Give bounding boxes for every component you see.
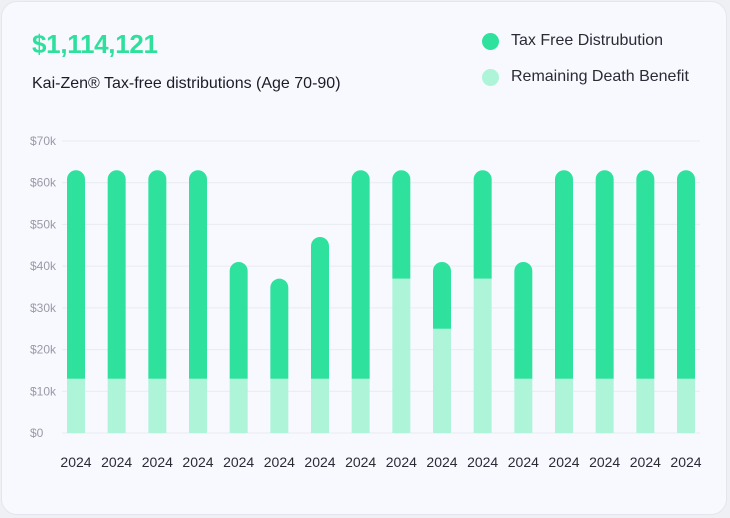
x-tick-label: 2024 <box>467 454 498 470</box>
legend-item-tax-free[interactable]: Tax Free Distrubution <box>482 31 689 51</box>
bar-tax-free[interactable] <box>433 261 451 329</box>
y-tick-label: $70k <box>30 134 57 148</box>
legend-dot-tax-free <box>482 32 499 50</box>
bar-death-benefit[interactable] <box>636 378 655 433</box>
bar-death-benefit[interactable] <box>351 378 370 433</box>
x-tick-label: 2024 <box>670 454 701 470</box>
x-tick-label: 2024 <box>589 454 620 470</box>
bar-tax-free[interactable] <box>473 170 492 279</box>
x-tick-label: 2024 <box>223 454 254 470</box>
bar-tax-free[interactable] <box>636 170 655 379</box>
y-tick-label: $50k <box>30 217 57 231</box>
x-tick-label: 2024 <box>101 454 132 470</box>
x-tick-label: 2024 <box>264 454 295 470</box>
bar-death-benefit[interactable] <box>473 278 492 433</box>
bar-death-benefit[interactable] <box>148 378 167 433</box>
bar-tax-free[interactable] <box>595 170 614 379</box>
x-tick-label: 2024 <box>508 454 539 470</box>
bar-death-benefit[interactable] <box>67 378 85 433</box>
x-tick-label: 2024 <box>304 454 335 470</box>
x-tick-label: 2024 <box>426 454 457 470</box>
total-amount: $1,114,121 <box>32 29 158 59</box>
y-tick-label: $20k <box>30 343 57 357</box>
legend: Tax Free Distrubution Remaining Death Be… <box>482 31 689 103</box>
chart-subtitle: Kai-Zen® Tax-free distributions (Age 70-… <box>32 75 341 92</box>
y-tick-label: $0 <box>30 426 44 440</box>
bar-tax-free[interactable] <box>351 170 370 379</box>
bar-death-benefit[interactable] <box>392 278 411 433</box>
y-tick-label: $60k <box>30 176 57 190</box>
bar-death-benefit[interactable] <box>189 378 207 433</box>
x-tick-label: 2024 <box>142 454 173 470</box>
x-tick-label: 2024 <box>60 454 91 470</box>
x-tick-label: 2024 <box>386 454 417 470</box>
x-tick-label: 2024 <box>548 454 579 470</box>
x-tick-label: 2024 <box>345 454 376 470</box>
x-tick-label: 2024 <box>182 454 213 470</box>
x-tick-label: 2024 <box>630 454 661 470</box>
bar-tax-free[interactable] <box>107 170 126 379</box>
bar-tax-free[interactable] <box>392 170 411 279</box>
bar-death-benefit[interactable] <box>270 378 289 433</box>
legend-dot-death-benefit <box>482 68 499 86</box>
bar-tax-free[interactable] <box>189 170 207 379</box>
bar-tax-free[interactable] <box>677 170 695 379</box>
bar-death-benefit[interactable] <box>595 378 614 433</box>
bar-tax-free[interactable] <box>270 278 289 379</box>
bar-tax-free[interactable] <box>148 170 167 379</box>
bar-death-benefit[interactable] <box>433 328 451 433</box>
bar-death-benefit[interactable] <box>107 378 126 433</box>
bar-tax-free[interactable] <box>229 261 248 379</box>
legend-label-tax-free: Tax Free Distrubution <box>511 32 664 49</box>
y-tick-label: $30k <box>30 301 57 315</box>
bar-death-benefit[interactable] <box>229 378 248 433</box>
y-tick-label: $40k <box>30 259 57 273</box>
bar-death-benefit[interactable] <box>677 378 695 433</box>
bar-death-benefit[interactable] <box>514 378 533 433</box>
legend-label-death-benefit: Remaining Death Benefit <box>511 68 689 85</box>
legend-item-death-benefit[interactable]: Remaining Death Benefit <box>482 67 689 87</box>
bar-tax-free[interactable] <box>67 170 85 379</box>
bar-death-benefit[interactable] <box>311 378 329 433</box>
y-tick-label: $10k <box>30 384 57 398</box>
bar-tax-free[interactable] <box>514 261 533 379</box>
bar-death-benefit[interactable] <box>555 378 573 433</box>
bar-tax-free[interactable] <box>311 236 329 379</box>
bar-tax-free[interactable] <box>555 170 573 379</box>
